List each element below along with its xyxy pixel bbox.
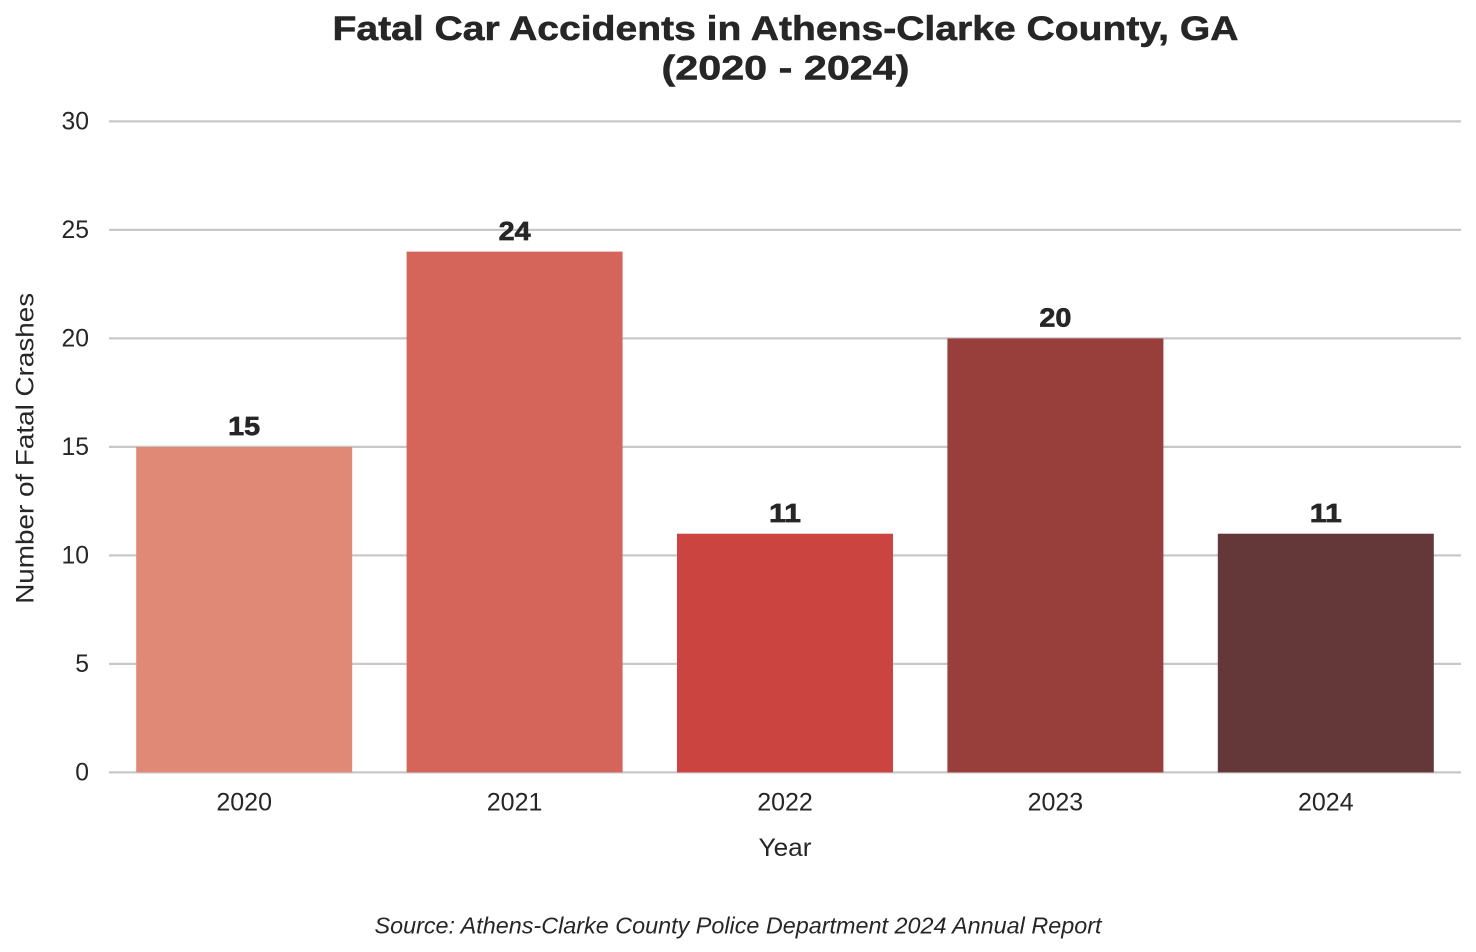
svg-text:2024: 2024 (1298, 789, 1354, 817)
svg-text:Number of Fatal Crashes: Number of Fatal Crashes (11, 293, 39, 604)
svg-text:Year: Year (759, 834, 812, 862)
svg-text:Fatal Car Accidents in Athens-: Fatal Car Accidents in Athens-Clarke Cou… (333, 10, 1239, 48)
svg-text:11: 11 (1310, 498, 1342, 528)
svg-text:20: 20 (62, 326, 89, 353)
svg-text:5: 5 (75, 651, 89, 678)
svg-text:0: 0 (75, 760, 89, 787)
svg-text:(2020 - 2024): (2020 - 2024) (662, 50, 910, 88)
svg-text:2021: 2021 (487, 789, 543, 817)
svg-text:11: 11 (769, 498, 801, 528)
svg-text:Source: Athens-Clarke County P: Source: Athens-Clarke County Police Depa… (375, 913, 1103, 939)
svg-text:15: 15 (228, 411, 260, 441)
svg-text:15: 15 (62, 434, 89, 461)
svg-text:25: 25 (62, 217, 89, 244)
svg-text:2022: 2022 (757, 789, 813, 817)
svg-text:2023: 2023 (1028, 789, 1084, 817)
svg-text:24: 24 (499, 216, 532, 246)
svg-text:30: 30 (62, 109, 89, 136)
svg-text:10: 10 (62, 543, 89, 570)
svg-text:2020: 2020 (216, 789, 272, 817)
svg-text:20: 20 (1039, 303, 1071, 333)
